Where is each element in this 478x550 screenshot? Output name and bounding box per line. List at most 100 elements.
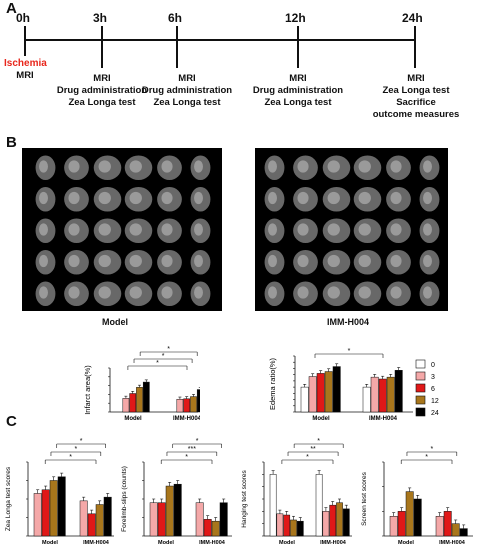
bar — [459, 528, 468, 537]
bar — [165, 485, 174, 537]
category-label: Model — [158, 540, 174, 546]
legend-label: 3 — [431, 374, 435, 381]
bar — [283, 514, 291, 537]
bar — [149, 502, 158, 537]
mri-slice-highlight — [129, 286, 142, 299]
category-label: Model — [279, 540, 295, 546]
mri-row-label-0h: 0h — [10, 161, 20, 171]
screen-test-chart: Screen test scores Model IMM-H004 ** — [361, 446, 473, 546]
bar — [296, 520, 304, 537]
mri-slice-grid — [35, 155, 211, 307]
mri-slice-highlight — [423, 191, 432, 205]
mri-slice-highlight — [98, 191, 111, 205]
panel-label-c: C — [6, 413, 17, 430]
mri-slice-highlight — [297, 191, 309, 205]
mri-slice-highlight — [390, 254, 402, 268]
bar — [176, 398, 184, 413]
mri-slice-highlight — [161, 254, 173, 268]
bar — [378, 378, 387, 413]
bar — [203, 519, 212, 537]
significance-mark: * — [162, 353, 165, 360]
mri-slice-highlight — [161, 223, 173, 236]
bar — [308, 376, 317, 413]
bar — [405, 491, 414, 537]
timeline-event-12h: MRI Drug administration Zea Longa test — [243, 73, 353, 109]
mri-slice-highlight — [423, 160, 432, 173]
legend-label: 6 — [431, 386, 435, 393]
mri-slice-highlight — [68, 223, 80, 236]
bar — [33, 493, 42, 537]
mri-slice-highlight — [268, 160, 277, 173]
bar — [173, 483, 182, 537]
legend-label: 24 — [431, 410, 439, 417]
timeline-event-6h: MRI Drug administration Zea Longa test — [132, 73, 242, 109]
category-label: IMM-H004 — [199, 540, 226, 546]
bar — [397, 511, 406, 537]
y-axis-label: Edema ratio(%) — [268, 357, 277, 410]
mri-slice-highlight — [194, 223, 203, 236]
timeline-ischemia: Ischemia — [4, 58, 47, 69]
timeline-tick-6h — [176, 26, 178, 68]
bar — [41, 489, 50, 537]
timeline-tick-12h — [297, 26, 299, 68]
legend-label: 12 — [431, 398, 439, 405]
bar — [394, 370, 403, 413]
bar — [49, 480, 58, 537]
mri-slice-highlight — [327, 160, 340, 173]
bar — [157, 502, 166, 537]
category-label: IMM-H004 — [369, 416, 398, 420]
panel-label-b: B — [6, 134, 17, 151]
mri-slice-highlight — [390, 223, 402, 236]
legend-swatch — [415, 359, 426, 369]
mri-slice-highlight — [39, 160, 48, 173]
mri-slice-highlight — [194, 191, 203, 205]
timeline-event-line: Zea Longa test — [264, 97, 332, 108]
bar — [342, 508, 350, 537]
forelimb-slips-chart: Forelimb-slips (counts)Model IMM-H004****… — [121, 438, 232, 546]
bar — [413, 498, 422, 537]
bar — [389, 516, 398, 537]
mri-slice-highlight — [390, 160, 402, 173]
timeline-tick-0h — [24, 26, 26, 56]
mri-slice-highlight — [194, 160, 203, 173]
timeline-event-line: Sacrifice — [396, 97, 436, 108]
significance-mark: * — [185, 454, 188, 461]
mri-slice-highlight — [297, 223, 309, 236]
y-axis-label: Forelimb-slips (counts) — [121, 466, 128, 532]
timeline-event-0h: MRI — [4, 70, 46, 82]
category-label: Model — [398, 540, 414, 546]
timeline-event-line: Drug administration — [56, 85, 148, 96]
timeline-tick-24h — [414, 26, 416, 68]
mri-slice-highlight — [129, 254, 142, 268]
mri-slice-highlight — [297, 286, 309, 299]
timeline-event-line: Drug administration — [141, 85, 233, 96]
bar — [195, 502, 204, 537]
mri-row-label-6h: 6h — [10, 224, 20, 234]
mri-slice-highlight — [358, 191, 371, 205]
mri-slice-highlight — [39, 191, 48, 205]
significance-mark: * — [425, 454, 428, 461]
significance-mark: * — [431, 446, 434, 453]
mri-slice-highlight — [327, 286, 340, 299]
significance-mark: * — [196, 438, 199, 445]
mri-slice-highlight — [161, 286, 173, 299]
bar — [211, 520, 220, 537]
bar — [370, 376, 379, 413]
bar — [219, 502, 228, 537]
bar — [322, 511, 330, 537]
bar — [183, 398, 191, 413]
bar — [443, 511, 452, 537]
significance-mark: * — [80, 438, 83, 445]
timeline-axis — [25, 39, 416, 41]
mri-group-label-imm-h004: IMM-H004 — [327, 317, 370, 327]
mri-row-label-12h: 12h — [5, 256, 20, 266]
bar — [57, 476, 66, 537]
mri-slice-highlight — [194, 254, 203, 268]
mri-slice-highlight — [297, 254, 309, 268]
timeline-event-line: outcome measures — [372, 109, 460, 120]
mri-slice-highlight — [297, 160, 309, 173]
category-label: IMM-H004 — [173, 416, 200, 420]
timeline-tick-3h — [101, 26, 103, 68]
